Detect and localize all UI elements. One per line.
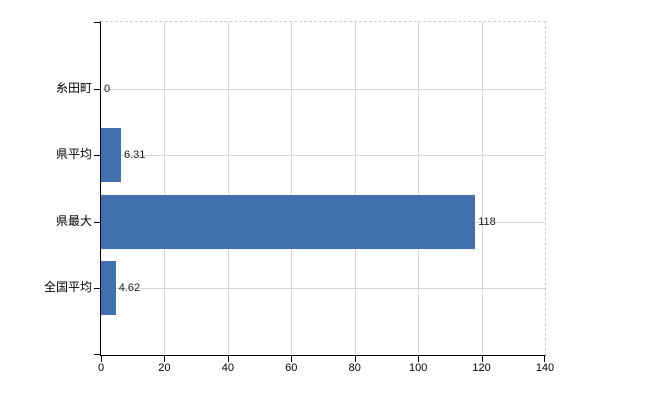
x-axis-tick xyxy=(418,356,420,362)
bar xyxy=(101,195,476,249)
category-label: 県平均 xyxy=(55,147,92,161)
horizontal-gridline xyxy=(101,288,545,289)
vertical-gridline xyxy=(481,22,483,355)
x-tick-label: 140 xyxy=(535,362,555,374)
y-axis-tick xyxy=(94,22,100,23)
x-axis-tick xyxy=(164,356,166,362)
horizontal-gridline xyxy=(101,155,545,156)
x-axis-tick xyxy=(101,356,102,362)
plot-area: 0 6.31 118 4.62 xyxy=(94,21,546,362)
vertical-gridline xyxy=(164,22,166,355)
category-label: 全国平均 xyxy=(43,280,92,294)
x-tick-label: 40 xyxy=(221,362,234,374)
value-label: 4.62 xyxy=(118,282,141,294)
value-label: 0 xyxy=(104,83,111,95)
y-axis-tick xyxy=(94,288,100,289)
horizontal-gridline xyxy=(101,89,545,90)
category-label: 県最大 xyxy=(55,214,92,228)
bar xyxy=(101,128,121,182)
x-tick-label: 60 xyxy=(285,362,298,374)
value-label: 118 xyxy=(478,216,496,228)
x-tick-label: 0 xyxy=(97,362,105,374)
x-tick-label: 100 xyxy=(408,362,428,374)
x-axis-tick xyxy=(227,356,229,362)
y-axis-tick xyxy=(94,89,100,90)
bar xyxy=(101,261,116,315)
y-axis-tick xyxy=(94,155,100,156)
x-axis-tick xyxy=(544,356,545,362)
vertical-gridline xyxy=(291,22,293,355)
vertical-gridline xyxy=(354,22,356,355)
x-tick-label: 20 xyxy=(158,362,171,374)
y-axis-tick xyxy=(94,222,100,223)
x-tick-label: 80 xyxy=(348,362,361,374)
value-label: 6.31 xyxy=(124,149,146,161)
vertical-gridline xyxy=(227,22,229,355)
x-tick-label: 120 xyxy=(472,362,491,374)
x-axis-tick xyxy=(291,356,293,362)
vertical-gridline xyxy=(418,22,420,355)
category-label: 糸田町 xyxy=(55,81,92,95)
y-axis-tick xyxy=(94,354,100,355)
x-axis-tick xyxy=(354,356,356,362)
x-axis-tick xyxy=(481,356,483,362)
